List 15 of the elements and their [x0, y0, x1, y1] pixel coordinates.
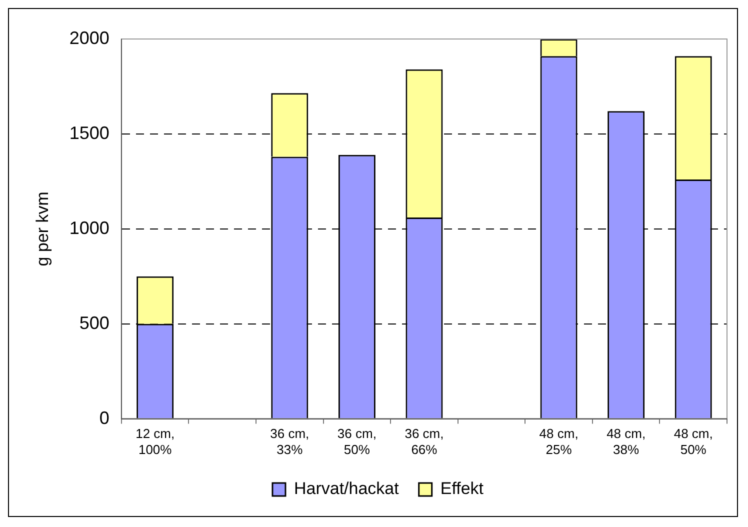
y-tick-label: 2000 — [69, 28, 110, 48]
x-tick-label: 12 cm, 100% — [136, 426, 175, 457]
x-tick-label: 48 cm, 38% — [606, 426, 646, 457]
x-tick-label: 48 cm, 50% — [674, 426, 713, 457]
x-tick-label: 36 cm, 50% — [337, 426, 376, 457]
y-tick-label: 1500 — [69, 122, 110, 143]
y-axis-title: g per kvm — [32, 192, 52, 266]
legend-label: Effekt — [440, 479, 484, 498]
legend-label: Harvat/hackat — [294, 479, 400, 498]
x-tick-label: 36 cm, 66% — [404, 426, 444, 457]
x-tick-label: 36 cm, 33% — [270, 426, 310, 457]
y-tick-label: 1000 — [69, 218, 110, 238]
y-tick-label: 500 — [79, 312, 110, 333]
y-tick-label: 0 — [99, 408, 110, 428]
x-tick-label: 48 cm, 25% — [539, 426, 578, 457]
